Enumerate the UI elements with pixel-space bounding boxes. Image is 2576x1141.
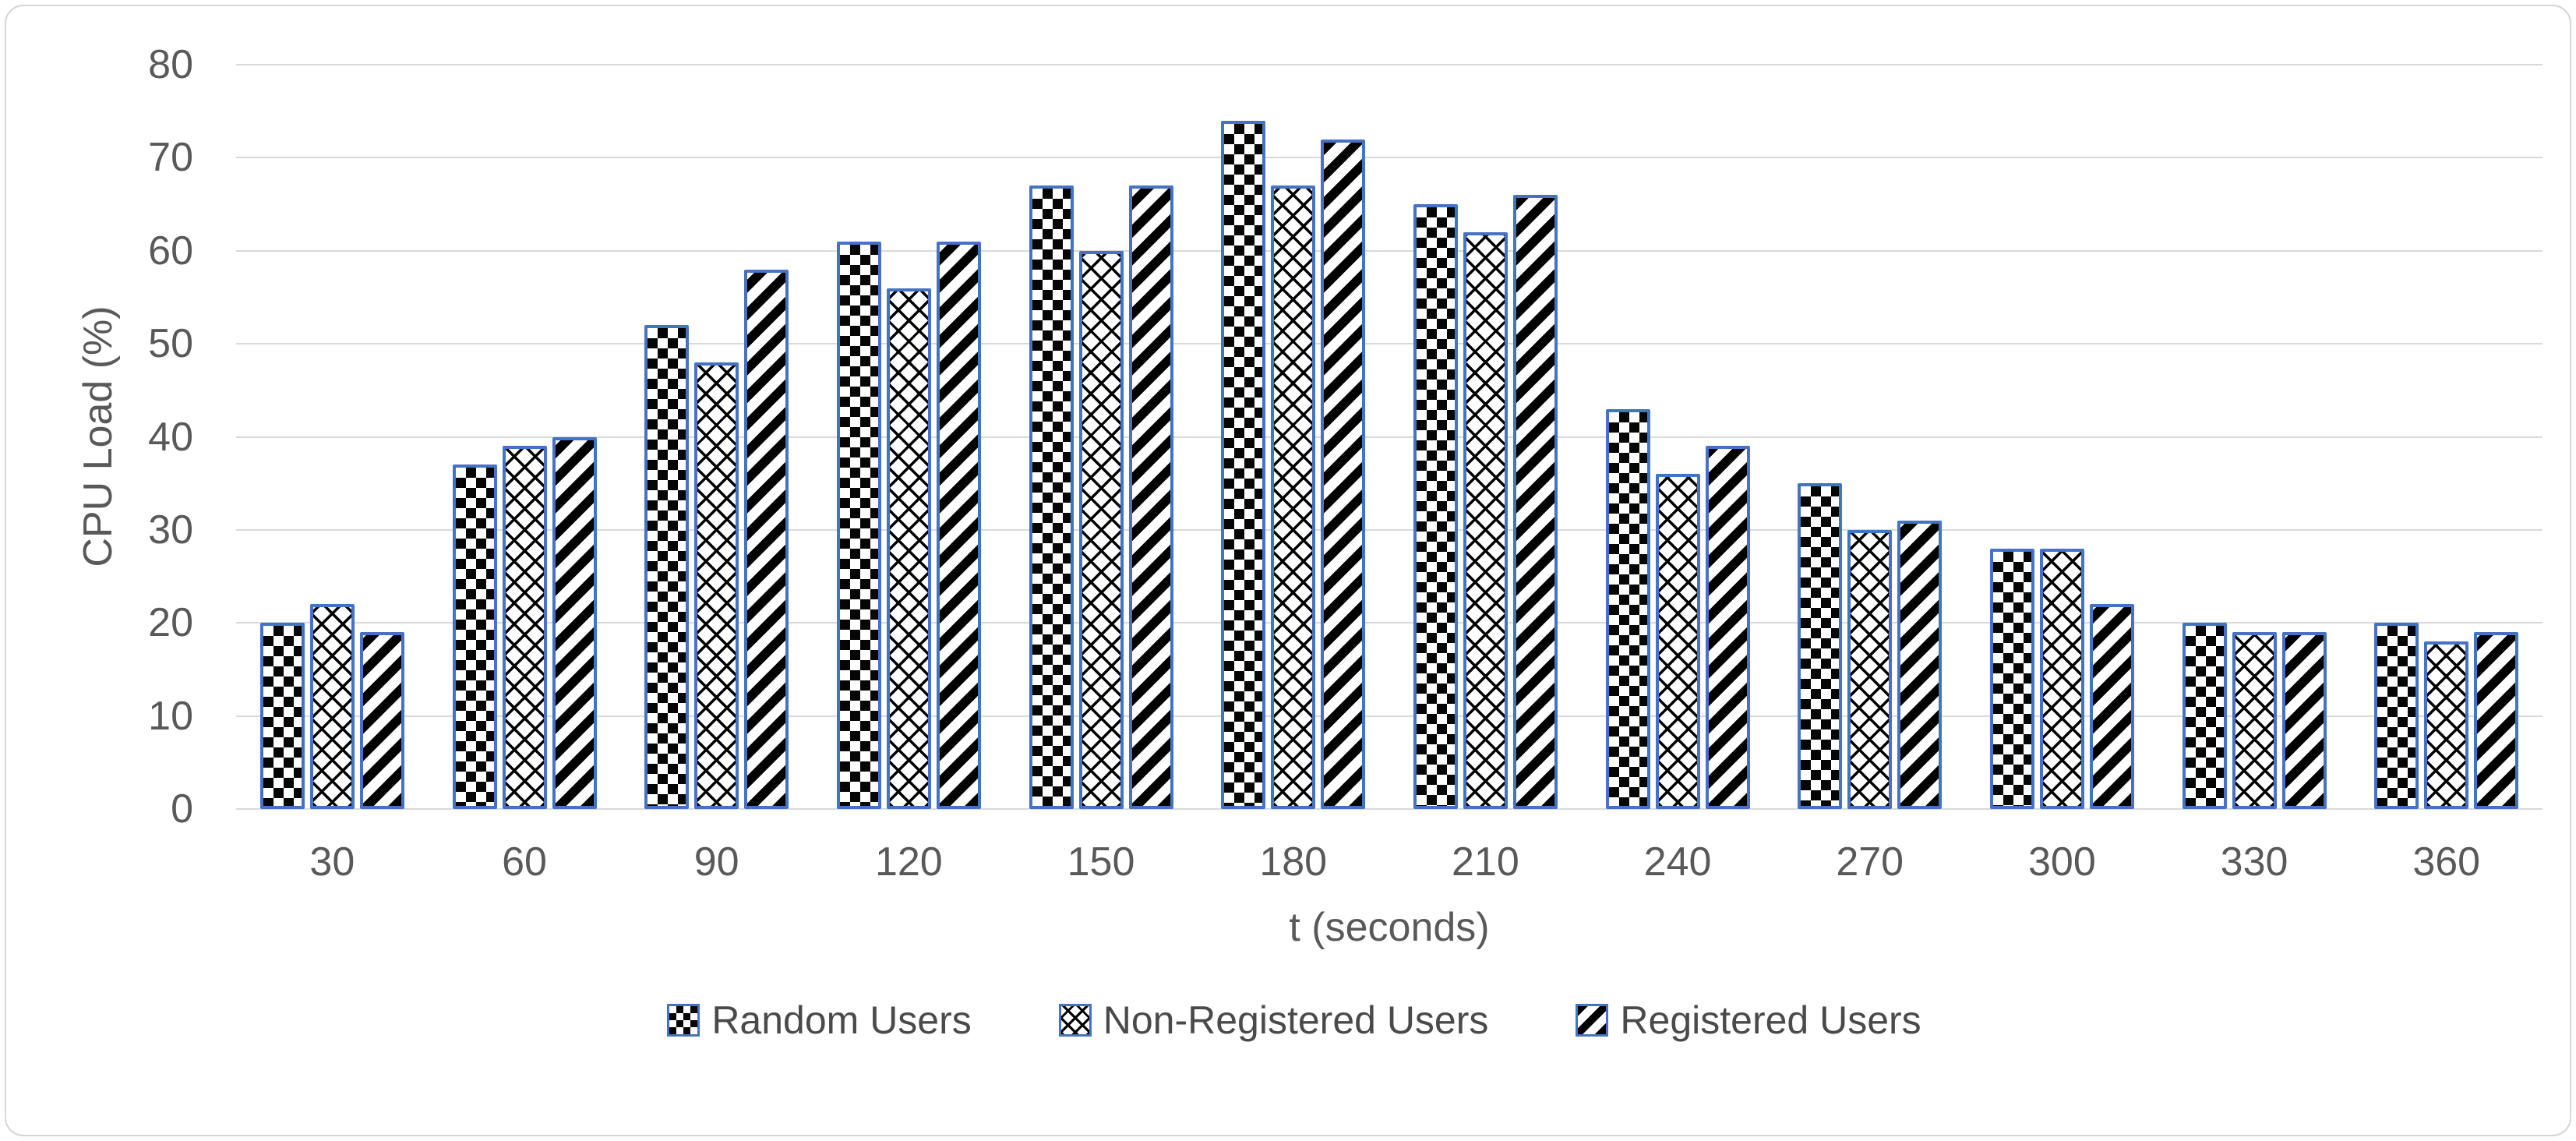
bar-non-registered-users-210	[1463, 231, 1508, 809]
bar-registered-users-210	[1512, 195, 1558, 809]
upward-diagonal-stripes-swatch-icon	[1576, 1004, 1609, 1037]
y-tick-label: 10	[148, 693, 193, 739]
x-tick-label-30: 30	[309, 839, 355, 885]
bar-group-150	[1005, 65, 1198, 809]
gridline	[236, 343, 2542, 345]
bar-registered-users-180	[1321, 139, 1366, 809]
large-checkerboard-swatch-icon	[667, 1004, 700, 1037]
y-tick-label: 60	[148, 228, 193, 274]
bar-registered-users-330	[2281, 632, 2327, 809]
bar-random-users-270	[1798, 483, 1843, 809]
bar-registered-users-150	[1128, 185, 1173, 809]
bar-group-240	[1582, 65, 1774, 809]
x-tick-label-120: 120	[874, 839, 943, 885]
x-tick-label-210: 210	[1451, 839, 1519, 885]
y-tick-label: 70	[148, 135, 193, 181]
bar-random-users-30	[259, 623, 305, 809]
bar-group-360	[2350, 65, 2542, 809]
x-tick-label-60: 60	[502, 839, 547, 885]
legend-item-registered-users: Registered Users	[1576, 998, 1921, 1043]
bar-random-users-150	[1029, 185, 1074, 809]
legend-label: Random Users	[711, 998, 972, 1042]
y-tick-label: 40	[148, 414, 193, 460]
bar-random-users-180	[1221, 120, 1266, 809]
bar-registered-users-30	[359, 632, 404, 809]
gridline	[236, 622, 2542, 624]
x-tick-label-180: 180	[1259, 839, 1328, 885]
bar-random-users-120	[836, 241, 881, 809]
bar-registered-users-270	[1897, 520, 1943, 809]
bar-non-registered-users-360	[2424, 641, 2469, 809]
gridline	[236, 808, 2542, 810]
bar-non-registered-users-180	[1271, 185, 1316, 809]
bar-group-180	[1197, 65, 1389, 809]
bar-random-users-240	[1605, 408, 1650, 809]
x-tick-label-300: 300	[2028, 839, 2096, 885]
y-tick-label: 30	[148, 507, 193, 553]
bar-random-users-360	[2374, 623, 2419, 809]
diagonal-crosshatch-swatch-icon	[1058, 1004, 1092, 1037]
bar-group-330	[2158, 65, 2351, 809]
bar-group-210	[1389, 65, 1582, 809]
x-tick-label-270: 270	[1836, 839, 1904, 885]
bar-registered-users-240	[1705, 446, 1750, 809]
bar-registered-users-120	[936, 241, 981, 809]
bar-non-registered-users-240	[1655, 474, 1700, 809]
y-tick-label: 0	[171, 786, 193, 832]
bar-non-registered-users-150	[1078, 250, 1124, 809]
legend-item-random-users: Random Users	[667, 998, 972, 1043]
bar-group-270	[1773, 65, 1966, 809]
y-tick-label: 20	[148, 600, 193, 646]
bar-registered-users-300	[2089, 604, 2134, 809]
bar-random-users-330	[2182, 623, 2227, 809]
bar-random-users-300	[1989, 548, 2034, 809]
bar-non-registered-users-270	[1847, 529, 1893, 809]
bar-non-registered-users-330	[2232, 632, 2277, 809]
bar-non-registered-users-30	[309, 604, 355, 809]
bar-group-30	[236, 65, 429, 809]
legend-label: Registered Users	[1620, 998, 1921, 1042]
gridline	[236, 436, 2542, 438]
bar-non-registered-users-120	[886, 288, 931, 809]
bar-registered-users-90	[744, 269, 789, 809]
bar-non-registered-users-60	[502, 446, 547, 809]
bar-groups-row	[236, 65, 2542, 809]
chart-frame: CPU Load (%) 80 70 60 50 40 30 20 10 0 30 60 90 120…	[5, 5, 2571, 1136]
legend: Random Users Non-Registered Users Register…	[6, 998, 2576, 1043]
x-tick-label-330: 330	[2220, 839, 2288, 885]
bar-non-registered-users-90	[694, 362, 739, 809]
gridline	[236, 715, 2542, 717]
y-axis-tick-labels: 80 70 60 50 40 30 20 10 0	[6, 42, 193, 832]
bar-registered-users-60	[552, 436, 597, 809]
gridline	[236, 64, 2542, 65]
bar-group-90	[620, 65, 813, 809]
legend-label: Non-Registered Users	[1103, 998, 1489, 1042]
x-axis-tick-labels: 30 60 90 120 150 180 210 240 270 300 330 360	[236, 839, 2542, 885]
bar-random-users-60	[452, 465, 497, 809]
bar-group-300	[1966, 65, 2158, 809]
plot-area	[236, 64, 2542, 810]
bar-non-registered-users-300	[2039, 548, 2084, 809]
bar-group-120	[813, 65, 1005, 809]
y-tick-label: 50	[148, 321, 193, 367]
bar-random-users-90	[644, 325, 690, 809]
bar-registered-users-360	[2474, 632, 2519, 809]
legend-item-non-registered-users: Non-Registered Users	[1058, 998, 1489, 1043]
x-tick-label-360: 360	[2412, 839, 2481, 885]
bar-random-users-210	[1413, 204, 1458, 809]
gridline	[236, 528, 2542, 531]
y-tick-label: 80	[148, 42, 193, 87]
x-axis-title: t (seconds)	[1289, 905, 1490, 950]
gridline	[236, 157, 2542, 159]
x-tick-label-90: 90	[693, 839, 739, 885]
gridline	[236, 249, 2542, 252]
x-tick-label-150: 150	[1067, 839, 1135, 885]
bar-group-60	[429, 65, 621, 809]
x-tick-label-240: 240	[1643, 839, 1712, 885]
